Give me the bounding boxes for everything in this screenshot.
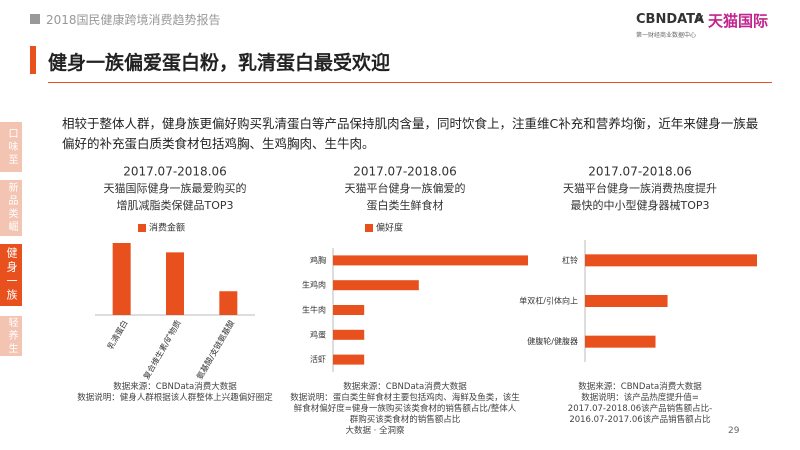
note-line: 2017.07-2018.06该产品销售额占比- — [567, 404, 713, 414]
logo-sub: 第一财经商业数据中心 — [636, 32, 697, 39]
chart-title: 蛋白类生鲜食材 — [367, 198, 444, 212]
y-tick-label: 鸡胸 — [310, 255, 326, 265]
title-rule — [48, 82, 772, 83]
nav-tab: 健身一族 — [0, 244, 22, 306]
bar — [166, 252, 184, 315]
nav-tab: 轻养生 — [0, 316, 22, 356]
chart-title: 增肌减脂类保健品TOP3 — [116, 198, 233, 212]
bar — [112, 243, 131, 315]
chart-notes: 数据来源：CBNData消费大数据 数据说明：该产品热度提升值= 2017.07-2… — [540, 382, 740, 426]
chart-subtitle: 2017.07-2018.06 — [123, 165, 227, 179]
note-line: 数据来源：CBNData消费大数据 — [343, 382, 467, 392]
y-tick-label: 杠铃 — [562, 255, 578, 265]
paragraph: 相较于整体人群，健身族更偏好购买乳清蛋白等产品保持肌肉含量，同时饮食上，注重维C… — [62, 116, 759, 151]
x-tick-label: 氨基酸/支链氨基酸 — [194, 318, 236, 381]
chart-title: 天猫平台健身一族消费热度提升 — [563, 181, 717, 195]
note-line: 数据来源：CBNData消费大数据 — [578, 382, 702, 392]
bar — [585, 335, 656, 348]
bar — [333, 255, 528, 266]
y-tick-label: 生鸡肉 — [302, 280, 326, 290]
logo: 天猫国际 — [708, 12, 769, 30]
chart-title: 天猫平台健身一族偏爱的 — [345, 181, 466, 195]
y-tick-label: 活虾 — [310, 354, 326, 364]
chart-subtitle: 2017.07-2018.06 — [353, 165, 457, 179]
page-number: 29 — [728, 426, 740, 436]
header-square — [30, 14, 40, 24]
bar — [585, 295, 668, 307]
note-line: 2016.07-2017.06该产品销售额占比 — [569, 415, 711, 425]
bar — [333, 354, 365, 365]
y-tick-label: 生牛肉 — [302, 305, 326, 315]
x-tick-label: 复合维生素/矿物质 — [141, 318, 183, 381]
x-tick-label: 乳清蛋白 — [105, 318, 130, 351]
bar — [333, 329, 365, 340]
bar — [585, 254, 757, 267]
nav-tab: 新品类崛起 — [0, 180, 22, 236]
chart-subtitle: 2017.07-2018.06 — [588, 165, 692, 179]
note-line: 数据来源：CBNData消费大数据 — [113, 382, 237, 392]
legend-swatch — [365, 224, 373, 232]
note-line: 数据说明：蛋白类生鲜食材主要包括鸡肉、海鲜及鱼类，该生鲜食材偏好度=健身一族购买… — [290, 393, 520, 425]
bar — [219, 291, 238, 315]
chart-title: 天猫国际健身一族最爱购买的 — [104, 181, 247, 195]
chart-notes: 数据来源：CBNData消费大数据 数据说明：健身人群根据该人群整体上兴趣偏好圈定 — [65, 382, 285, 404]
logo: CBNDATA — [636, 12, 705, 27]
y-tick-label: 健腹轮/健腹器 — [527, 336, 578, 346]
legend-swatch — [138, 224, 146, 232]
bar — [333, 305, 365, 315]
bar — [333, 280, 419, 291]
note-line: 数据说明：该产品热度提升值= — [581, 393, 699, 403]
y-tick-label: 单双杠/引体向上 — [519, 296, 578, 306]
chart-title: 最快的中小型健身器械TOP3 — [570, 198, 709, 212]
legend-label: 偏好度 — [376, 222, 403, 234]
chart-notes: 数据来源：CBNData消费大数据 数据说明：蛋白类生鲜食材主要包括鸡肉、海鲜及鱼… — [290, 382, 520, 426]
logo-x: × — [694, 12, 705, 27]
y-tick-label: 鸡蛋 — [310, 329, 326, 339]
note-line: 数据说明：健身人群根据该人群整体上兴趣偏好圈定 — [77, 393, 273, 403]
title-bar — [30, 46, 36, 74]
legend-label: 消费金额 — [149, 222, 185, 234]
slide-title: 健身一族偏爱蛋白粉，乳清蛋白最受欢迎 — [48, 52, 391, 74]
report-name: 2018国民健康跨境消费趋势报告 — [46, 13, 221, 27]
tagline: 大数据 · 全洞察 — [345, 426, 405, 436]
nav-tab: 口味至上 — [0, 122, 22, 172]
